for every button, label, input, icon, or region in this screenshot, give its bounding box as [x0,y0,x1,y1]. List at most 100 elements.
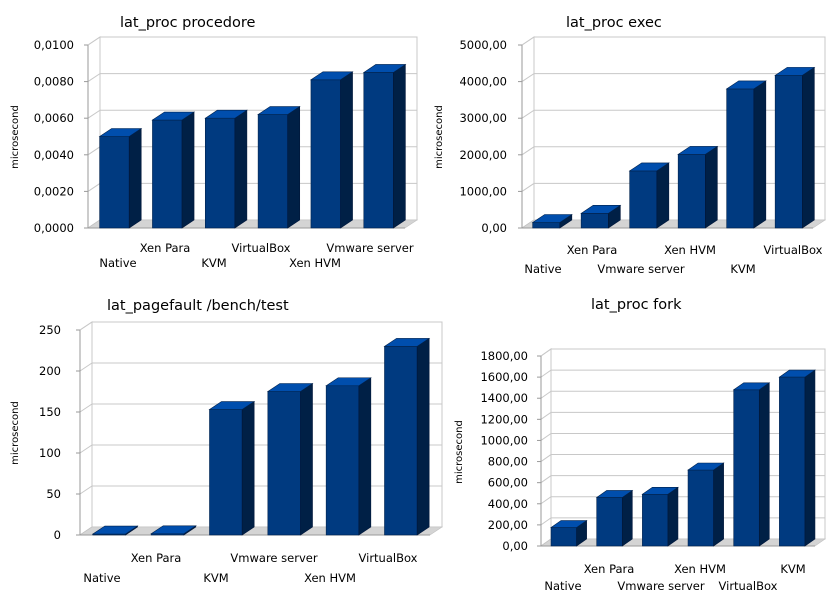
bar-side [804,369,816,547]
bar-front [363,72,394,229]
bar-side [621,489,633,547]
y-tick-label: 1200,00 [480,412,528,426]
y-tick-label: 200,00 [488,518,528,532]
chart-side-wall [87,36,101,229]
bar-side [393,63,406,229]
y-tick-label: 0,0040 [34,148,74,162]
bar-top [257,106,301,115]
chart-back-wall [91,321,443,528]
bar [266,382,314,536]
bar [774,66,816,229]
bar-front [204,117,236,229]
bar [204,109,248,229]
bar-top [595,490,634,498]
bar [91,525,139,536]
bar-side [300,382,313,536]
x-category-label: Xen Para [140,241,191,255]
x-category-label: Native [99,256,136,270]
x-category-label: Xen HVM [289,256,341,270]
y-tick-label: 400,00 [488,497,528,511]
bar [550,519,588,547]
y-axis-label: microsecond [10,105,21,169]
bar [98,127,143,229]
bar-top [204,109,248,119]
y-tick-label: 0,0100 [34,38,74,52]
bar-side [340,71,353,229]
chart-side-wall [79,321,93,536]
y-tick-label: 150 [39,405,61,419]
x-category-label: KVM [730,262,755,276]
chart-side-wall [540,348,552,547]
gridline [540,369,825,378]
x-category-label: Vmware server [326,241,413,255]
chart-title: lat_proc fork [591,297,682,313]
bar-side [758,382,770,547]
y-tick-label: 800,00 [488,455,528,469]
x-category-label: Vmware server [617,579,704,593]
gridline [79,485,442,495]
bar-top [309,71,354,81]
bar-side [416,337,430,536]
bar-front [550,527,577,547]
y-tick-label: 0,0080 [34,75,74,89]
y-tick-label: 0,0020 [34,184,74,198]
x-category-label: Xen HVM [664,243,716,257]
bar [362,63,407,229]
x-category-label: Vmware server [597,262,684,276]
y-tick-label: 3000,00 [459,111,507,125]
bar [580,204,622,229]
y-tick-label: 0,00 [502,539,528,553]
bar [725,80,767,229]
bar [628,162,670,229]
x-category-label: VirtualBox [719,579,778,593]
bar [383,337,431,536]
bar [687,462,725,547]
bar-side [241,400,255,536]
x-category-label: Xen Para [567,243,618,257]
bar-top [641,486,679,495]
bar [309,71,354,229]
bar-top [774,67,816,76]
x-category-label: Xen Para [131,551,182,565]
bar-top [266,383,314,392]
bar [531,213,573,229]
bar-front [99,136,130,229]
bar-front [642,493,669,547]
gridline [87,73,417,83]
bar-front [209,409,243,536]
y-tick-label: 600,00 [488,476,528,490]
bar [150,525,197,536]
bar-side [802,66,815,229]
bar [732,382,771,547]
x-category-label: KVM [780,562,805,576]
y-axis-label: microsecond [10,401,21,465]
y-tick-label: 0,00 [481,221,507,235]
y-tick-label: 250 [39,323,61,337]
y-tick-label: 0,0060 [34,111,74,125]
y-axis-label: microsecond [454,420,465,484]
bar-side [181,111,195,229]
bar-front [152,119,183,229]
x-category-label: Vmware server [230,551,317,565]
y-tick-label: 1600,00 [480,370,528,384]
y-tick-label: 1000,00 [459,184,507,198]
chart-1: 0,0000 0,0020 0,0040 0,0060 0,0080 0,0100 Nati… [10,15,418,270]
y-tick-label: 100 [39,446,61,460]
x-category-label: Native [83,571,120,585]
gridline [521,36,825,46]
bar-top [208,401,256,410]
y-tick-label: 1000,00 [480,433,528,447]
bar-front [267,391,301,536]
y-tick-label: 5000,00 [459,38,507,52]
bar [677,145,719,229]
bar-front [257,114,289,229]
bar-top [98,128,143,137]
bar-top [778,369,816,378]
y-tick-label: 4000,00 [459,75,507,89]
gridline [87,36,417,46]
bar-front [580,213,609,229]
x-category-label: Xen Para [584,562,635,576]
y-axis-label: microsecond [434,105,445,169]
